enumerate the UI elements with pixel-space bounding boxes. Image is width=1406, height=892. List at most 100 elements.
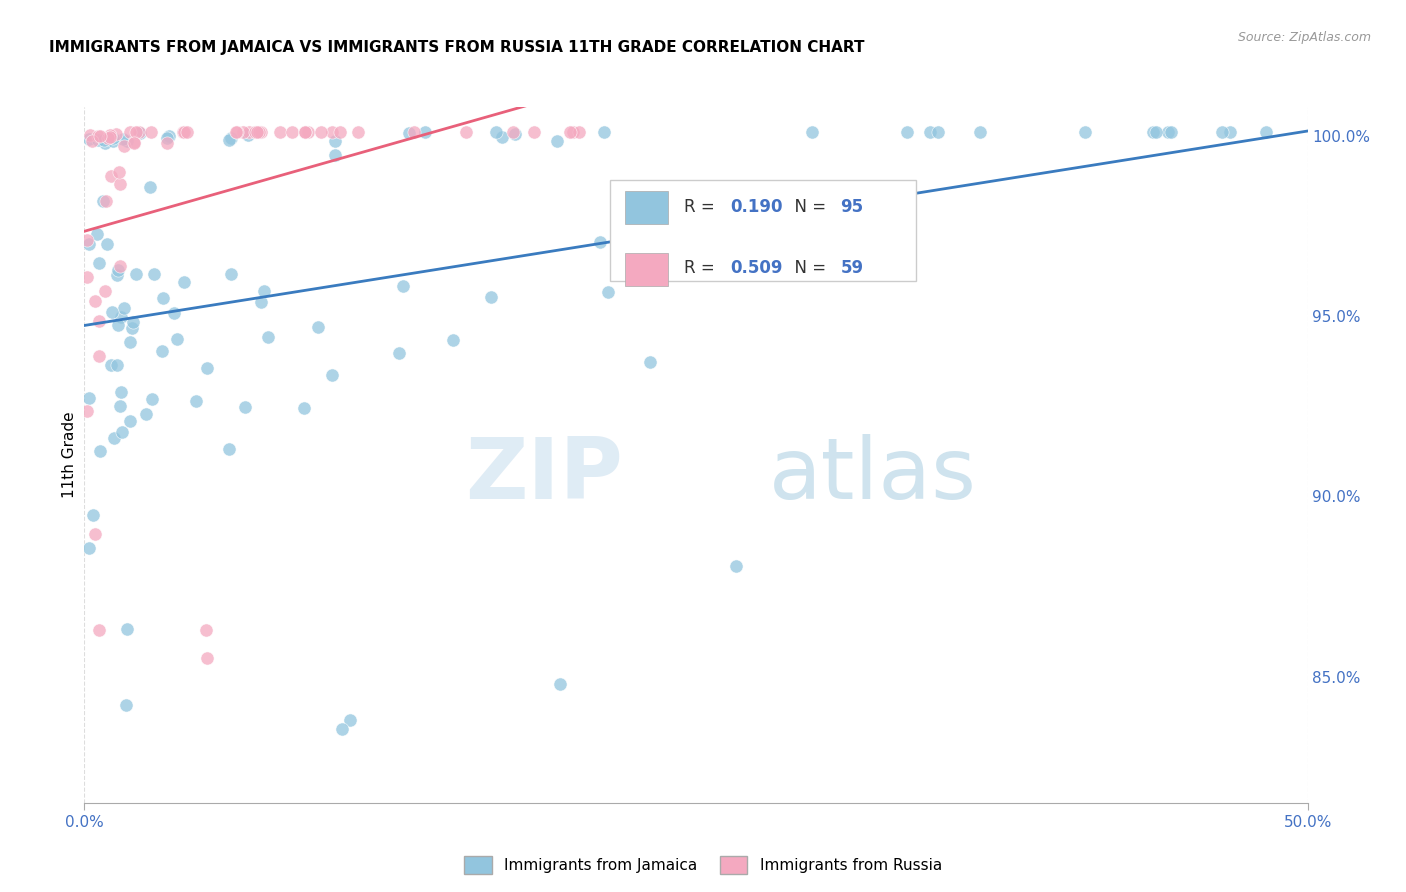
Point bbox=[118, 414, 141, 428]
Point bbox=[218, 442, 240, 457]
Point bbox=[103, 431, 125, 445]
Point bbox=[172, 125, 194, 139]
Point bbox=[969, 125, 991, 139]
Point bbox=[173, 275, 195, 289]
Point bbox=[108, 400, 131, 414]
Point bbox=[307, 320, 329, 334]
Point bbox=[479, 290, 502, 304]
Text: IMMIGRANTS FROM JAMAICA VS IMMIGRANTS FROM RUSSIA 11TH GRADE CORRELATION CHART: IMMIGRANTS FROM JAMAICA VS IMMIGRANTS FR… bbox=[49, 40, 865, 55]
Point bbox=[250, 294, 273, 309]
Text: 95: 95 bbox=[841, 197, 863, 216]
Point bbox=[413, 125, 436, 139]
Point bbox=[596, 285, 619, 300]
Point bbox=[294, 401, 316, 415]
Point bbox=[93, 133, 115, 147]
Point bbox=[329, 125, 352, 139]
Point bbox=[173, 125, 195, 139]
Point bbox=[121, 321, 143, 335]
FancyBboxPatch shape bbox=[610, 180, 917, 281]
Point bbox=[110, 385, 132, 400]
Point bbox=[89, 349, 111, 363]
Point bbox=[100, 169, 122, 184]
Point bbox=[76, 269, 98, 284]
Point bbox=[139, 179, 162, 194]
Point bbox=[339, 714, 361, 728]
Point bbox=[252, 284, 274, 298]
Point bbox=[195, 651, 218, 665]
Point bbox=[297, 125, 319, 139]
Point bbox=[294, 125, 316, 139]
Point bbox=[347, 125, 370, 139]
Text: 59: 59 bbox=[841, 260, 863, 277]
Point bbox=[101, 134, 124, 148]
Text: N =: N = bbox=[785, 260, 831, 277]
Point bbox=[561, 125, 583, 139]
Point bbox=[218, 133, 240, 147]
Point bbox=[105, 358, 128, 372]
Point bbox=[89, 443, 111, 458]
Point bbox=[918, 125, 941, 139]
Point bbox=[226, 125, 249, 139]
Point bbox=[77, 132, 100, 146]
Point bbox=[321, 125, 343, 139]
Point bbox=[249, 125, 271, 139]
Point bbox=[80, 135, 103, 149]
Point bbox=[141, 392, 163, 406]
Point bbox=[243, 125, 266, 139]
Point bbox=[108, 164, 131, 178]
Point bbox=[176, 125, 198, 139]
Point bbox=[111, 132, 134, 146]
Text: Source: ZipAtlas.com: Source: ZipAtlas.com bbox=[1237, 31, 1371, 45]
Point bbox=[114, 698, 136, 712]
Point bbox=[115, 134, 138, 148]
Point bbox=[294, 125, 316, 139]
Point bbox=[128, 125, 150, 139]
Point bbox=[107, 318, 129, 332]
Text: ZIP: ZIP bbox=[465, 434, 623, 517]
Point bbox=[98, 128, 121, 142]
Point bbox=[593, 125, 616, 139]
Point bbox=[157, 128, 180, 143]
Point bbox=[77, 541, 100, 555]
Point bbox=[83, 294, 105, 309]
Point bbox=[142, 267, 165, 281]
Point bbox=[104, 127, 127, 141]
Point bbox=[110, 178, 132, 192]
Point bbox=[100, 358, 122, 372]
Point bbox=[546, 134, 568, 148]
Point bbox=[156, 131, 179, 145]
Point bbox=[233, 400, 256, 414]
Point bbox=[491, 130, 513, 145]
Point bbox=[280, 125, 302, 139]
Point bbox=[97, 131, 120, 145]
Point bbox=[1074, 125, 1097, 139]
Point bbox=[548, 677, 571, 691]
Point bbox=[896, 125, 918, 139]
Point bbox=[122, 136, 145, 150]
Point bbox=[1144, 125, 1167, 139]
Text: 0.509: 0.509 bbox=[730, 260, 783, 277]
Point bbox=[115, 622, 138, 636]
Point bbox=[111, 425, 134, 439]
Point bbox=[89, 129, 111, 144]
Point bbox=[246, 125, 269, 139]
Point bbox=[1157, 125, 1180, 139]
Point bbox=[568, 125, 591, 139]
Text: 0.190: 0.190 bbox=[730, 197, 783, 216]
Point bbox=[309, 125, 332, 139]
Point bbox=[1219, 125, 1241, 139]
Point bbox=[94, 136, 117, 150]
Point bbox=[589, 235, 612, 250]
Point bbox=[219, 267, 242, 281]
Point bbox=[76, 233, 98, 247]
Point bbox=[76, 404, 98, 418]
Point bbox=[236, 128, 259, 143]
Point bbox=[195, 361, 218, 376]
Point bbox=[456, 125, 478, 139]
Point bbox=[87, 623, 110, 637]
Point bbox=[1211, 125, 1233, 139]
Point bbox=[139, 125, 162, 139]
Point bbox=[77, 237, 100, 252]
Point bbox=[238, 125, 260, 139]
Point bbox=[392, 279, 415, 293]
